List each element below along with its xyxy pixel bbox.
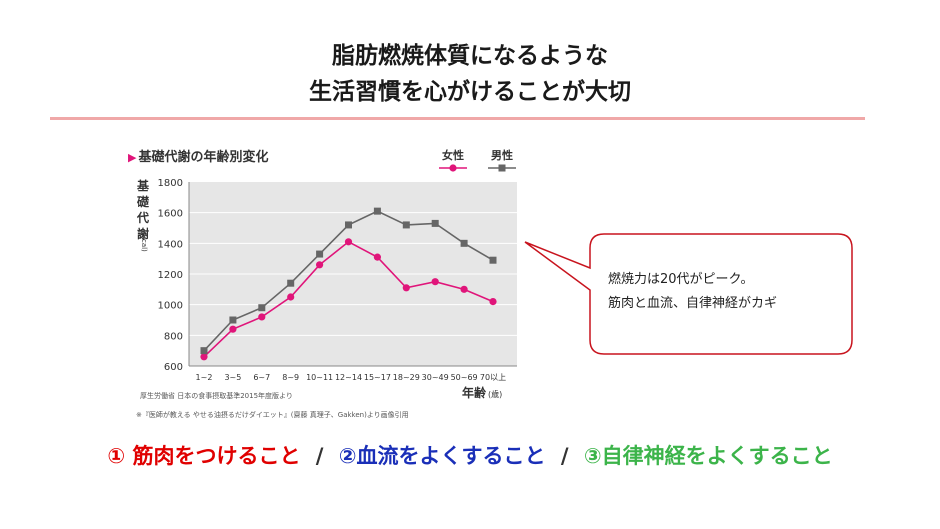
legend-marker bbox=[449, 164, 457, 172]
x-tick-label: 70以上 bbox=[480, 373, 506, 382]
data-point-女性 bbox=[229, 325, 237, 333]
y-axis-label-char: 基 bbox=[136, 178, 150, 193]
tip-muscle: ① 筋肉をつけること bbox=[107, 444, 301, 468]
y-tick-label: 800 bbox=[164, 331, 183, 342]
triangle-marker-icon: ▶ bbox=[128, 151, 137, 164]
data-point-女性 bbox=[431, 278, 439, 286]
x-tick-label: 18~29 bbox=[393, 373, 420, 382]
data-point-男性 bbox=[287, 279, 295, 287]
data-point-女性 bbox=[489, 298, 497, 306]
x-axis-unit: (歳) bbox=[488, 389, 502, 399]
data-point-男性 bbox=[316, 250, 324, 258]
tip-separator: / bbox=[560, 444, 569, 468]
data-point-女性 bbox=[373, 253, 381, 261]
data-point-女性 bbox=[287, 293, 295, 301]
y-axis-label-char: 礎 bbox=[136, 194, 150, 209]
footer-tips: ① 筋肉をつけること / ②血流をよくすること / ③自律神経をよくすること bbox=[0, 440, 940, 470]
data-point-男性 bbox=[460, 239, 468, 247]
data-point-女性 bbox=[258, 313, 266, 321]
data-point-男性 bbox=[402, 221, 410, 229]
data-point-男性 bbox=[200, 347, 208, 355]
chart-heading-text: 基礎代謝の年齢別変化 bbox=[138, 150, 269, 165]
y-axis-label-char: 謝 bbox=[137, 226, 149, 241]
data-point-女性 bbox=[316, 261, 324, 269]
data-point-男性 bbox=[373, 207, 381, 215]
y-axis-label-char: 代 bbox=[136, 210, 149, 225]
callout-bubble bbox=[524, 233, 853, 355]
y-tick-label: 1200 bbox=[158, 270, 183, 281]
x-tick-label: 10~11 bbox=[306, 373, 333, 382]
x-tick-label: 1~2 bbox=[196, 373, 213, 382]
title-line-1: 脂肪燃焼体質になるような bbox=[332, 43, 608, 69]
callout-text: 燃焼力は20代がピーク。 筋肉と血流、自律神経がカギ bbox=[608, 268, 838, 316]
x-tick-label: 8~9 bbox=[282, 373, 299, 382]
data-point-女性 bbox=[344, 238, 353, 246]
x-tick-label: 3~5 bbox=[224, 373, 241, 382]
title-line-2: 生活習慣を心がけることが大切 bbox=[309, 79, 631, 105]
callout-line-1: 燃焼力は20代がピーク。 bbox=[608, 272, 754, 287]
data-point-男性 bbox=[229, 316, 237, 324]
tip-separator: / bbox=[315, 444, 324, 468]
data-point-女性 bbox=[460, 285, 468, 293]
x-tick-label: 30~49 bbox=[422, 373, 449, 382]
y-tick-label: 1400 bbox=[158, 239, 183, 250]
source-note: 厚生労働省 日本の食事摂取基準2015年度版より bbox=[140, 392, 293, 400]
title-divider bbox=[50, 117, 865, 120]
data-point-男性 bbox=[431, 219, 439, 227]
y-tick-label: 1600 bbox=[158, 209, 183, 220]
y-tick-label: 1000 bbox=[158, 301, 183, 312]
y-axis-unit: (kcal) bbox=[140, 232, 148, 252]
y-tick-label: 1800 bbox=[158, 178, 183, 189]
chart-heading: ▶ 基礎代謝の年齢別変化 bbox=[128, 146, 268, 165]
data-point-女性 bbox=[200, 353, 208, 361]
x-tick-label: 12~14 bbox=[335, 373, 362, 382]
tip-autonomic-nerve: ③自律神経をよくすること bbox=[583, 444, 833, 468]
data-point-男性 bbox=[489, 256, 497, 264]
y-tick-label: 600 bbox=[164, 362, 183, 373]
credit-note: ※『医師が教える やせる油摂るだけダイエット』(齋藤 真理子、Gakken)より… bbox=[136, 411, 409, 419]
page-title: 脂肪燃焼体質になるような 生活習慣を心がけることが大切 bbox=[0, 38, 940, 110]
tip-blood-flow: ②血流をよくすること bbox=[338, 444, 546, 468]
data-point-男性 bbox=[345, 221, 352, 229]
data-point-女性 bbox=[402, 284, 410, 292]
legend-label: 女性 bbox=[442, 148, 464, 162]
callout-line-2: 筋肉と血流、自律神経がカギ bbox=[608, 296, 778, 311]
legend-label: 男性 bbox=[491, 148, 513, 162]
data-point-男性 bbox=[258, 304, 266, 312]
x-tick-label: 50~69 bbox=[451, 373, 478, 382]
x-axis-label: 年齢 bbox=[462, 385, 487, 400]
legend-marker bbox=[498, 164, 506, 172]
x-tick-label: 6~7 bbox=[253, 373, 270, 382]
x-tick-label: 15~17 bbox=[364, 373, 391, 382]
